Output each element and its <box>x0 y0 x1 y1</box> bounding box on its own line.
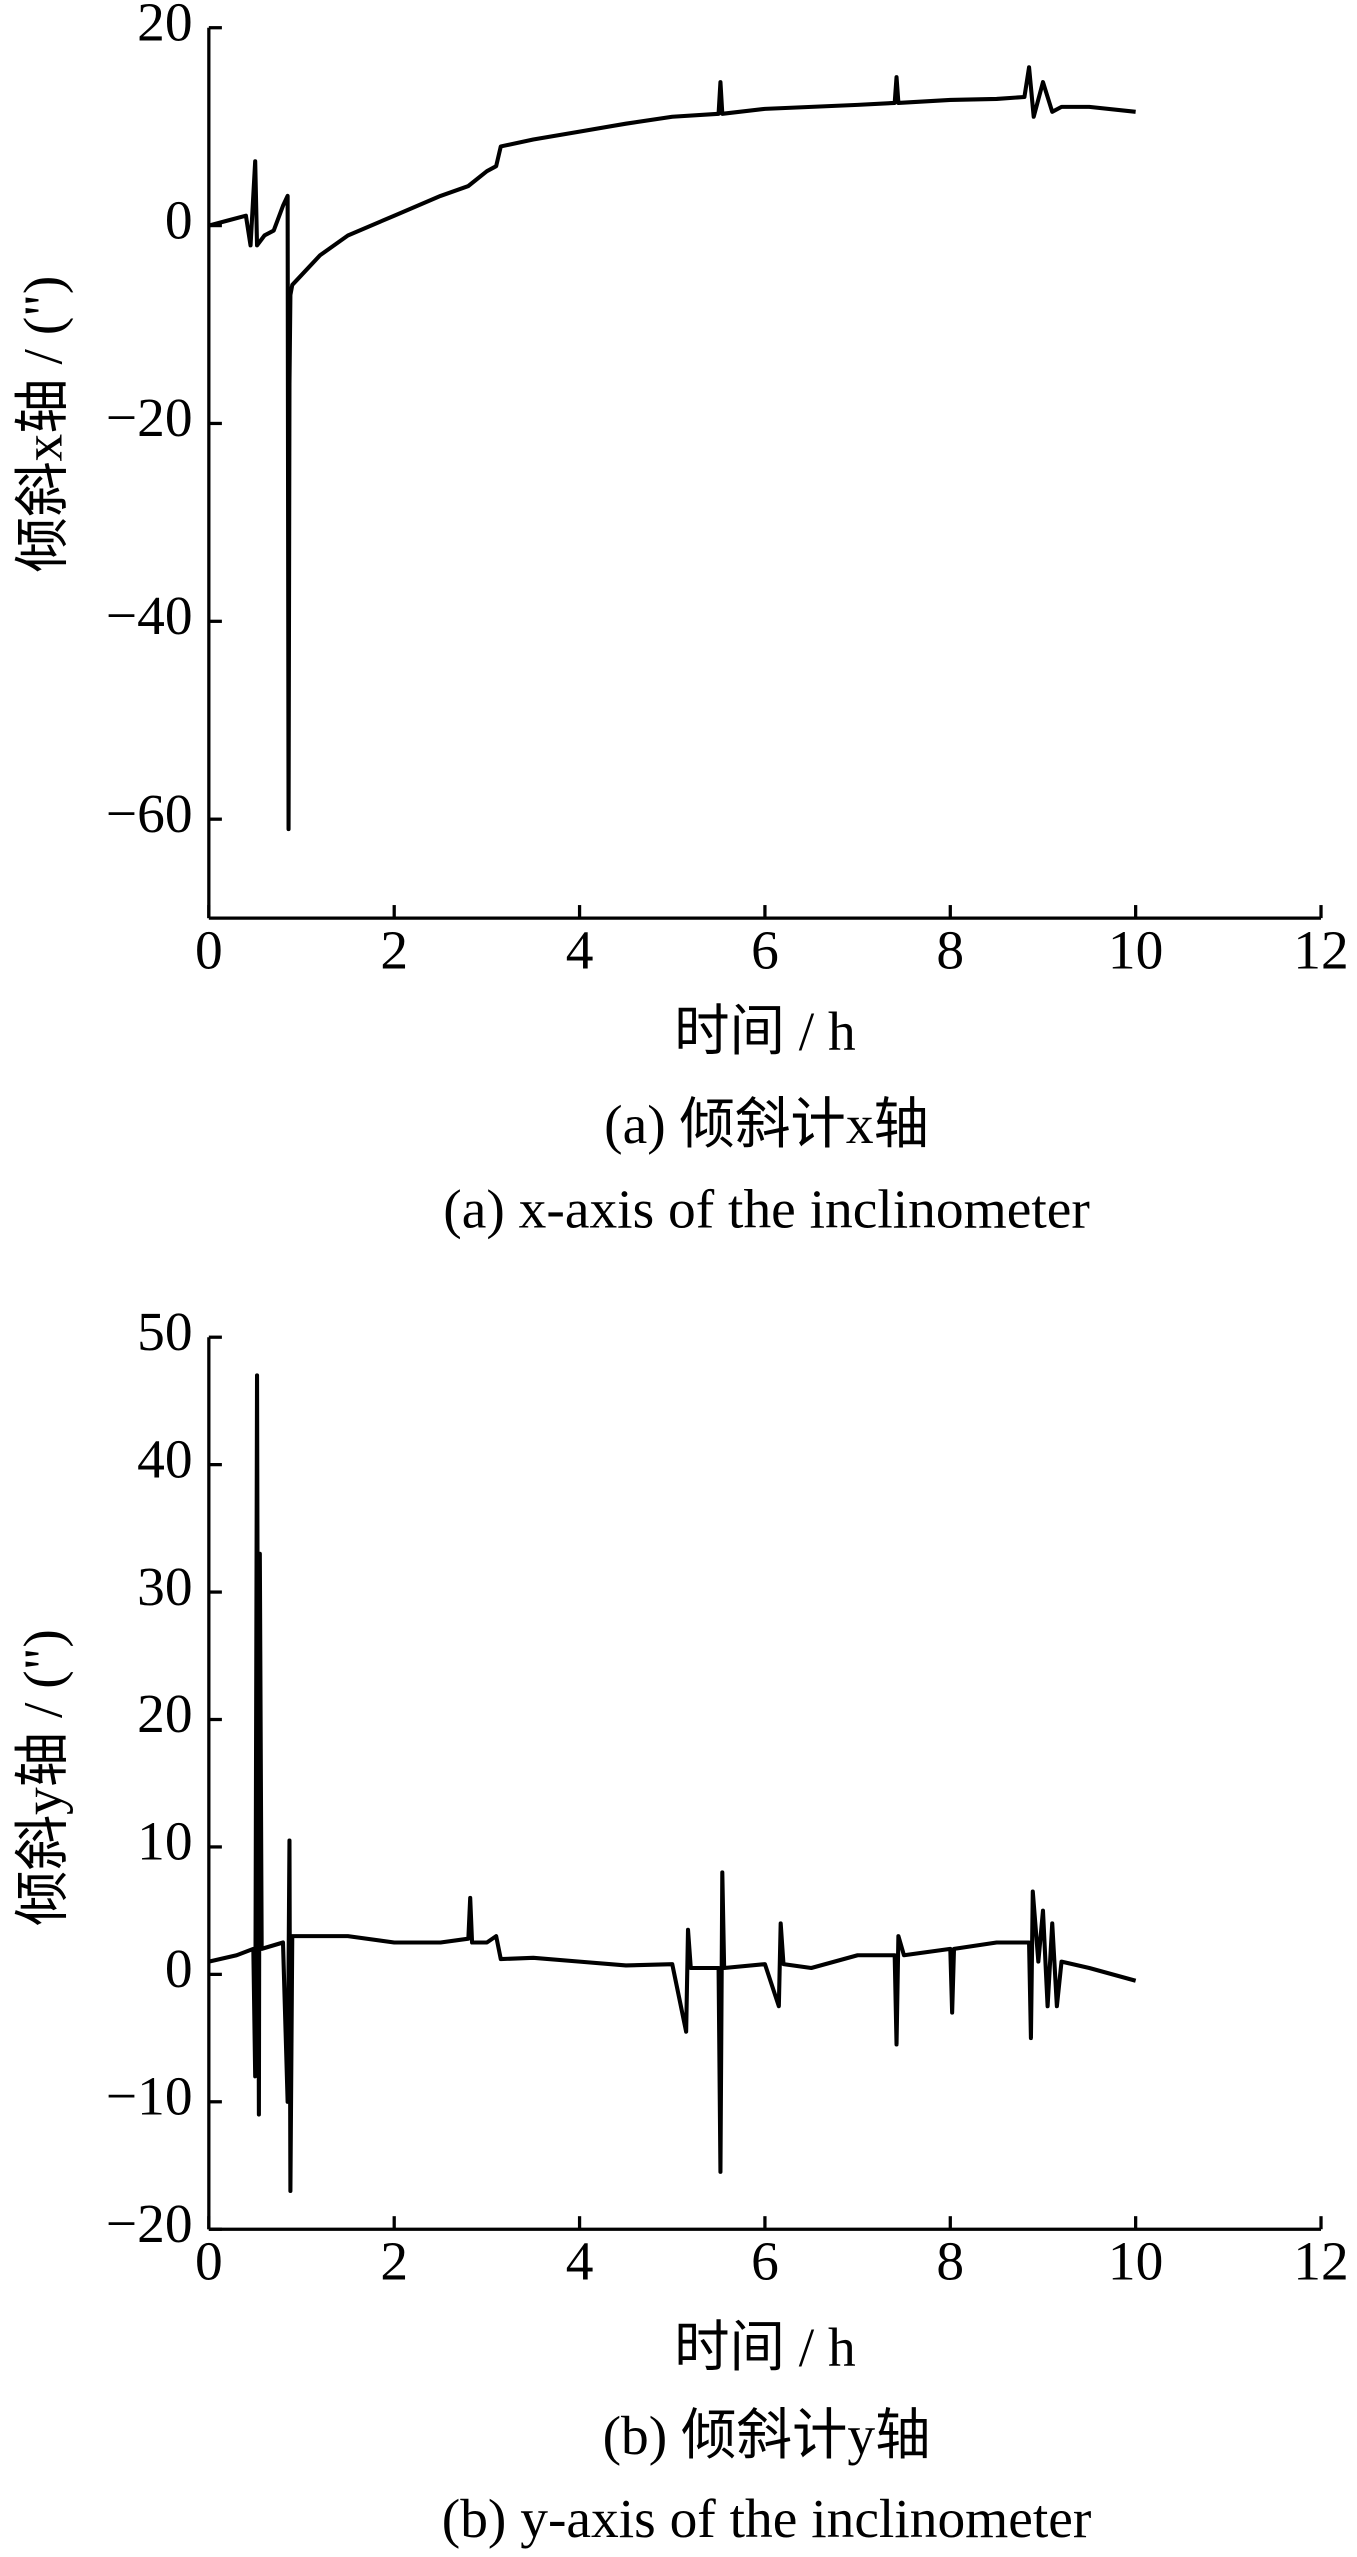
x-tick-label: 8 <box>936 919 964 980</box>
y-tick-label: −40 <box>106 585 193 646</box>
x-tick-label: 4 <box>566 2230 594 2291</box>
x-tick-label: 2 <box>380 919 408 980</box>
y-tick-label: 20 <box>137 1683 192 1744</box>
x-tick-label: 12 <box>1293 2230 1348 2291</box>
caption: (a) 倾斜计x轴 <box>604 1094 929 1155</box>
x-tick-label: 8 <box>936 2230 964 2291</box>
x-tick-label: 10 <box>1108 919 1163 980</box>
y-axis-label: 倾斜x轴 / (") <box>13 276 74 573</box>
y-tick-label: 30 <box>137 1556 192 1617</box>
y-tick-label: −20 <box>106 387 193 448</box>
y-tick-label: 0 <box>165 1938 193 1999</box>
caption-en: (b) y-axis of the inclinometer <box>442 2488 1092 2549</box>
x-tick-label: 0 <box>195 2230 223 2291</box>
x-tick-label: 10 <box>1108 2230 1163 2291</box>
y-tick-label: −20 <box>106 2193 193 2254</box>
x-axis-label: 时间 / h <box>674 1001 856 1062</box>
y-tick-label: 10 <box>137 1811 192 1872</box>
y-tick-label: −60 <box>106 783 193 844</box>
y-axis-label: 倾斜y轴 / (") <box>13 1629 74 1926</box>
x-tick-label: 12 <box>1293 919 1348 980</box>
y-tick-label: 50 <box>137 1301 192 1362</box>
y-tick-label: 40 <box>137 1428 192 1489</box>
x-tick-label: 6 <box>751 919 779 980</box>
y-tick-label: −10 <box>106 2066 193 2127</box>
data-line <box>208 65 1136 832</box>
x-axis-label: 时间 / h <box>674 2317 856 2378</box>
x-tick-label: 2 <box>380 2230 408 2291</box>
y-tick-label: 20 <box>137 0 192 52</box>
x-tick-label: 4 <box>566 919 594 980</box>
data-line <box>208 1373 1137 2194</box>
caption: (b) 倾斜计y轴 <box>603 2405 931 2466</box>
y-tick-label: 0 <box>165 189 193 250</box>
x-tick-label: 0 <box>195 919 223 980</box>
caption-en: (a) x-axis of the inclinometer <box>443 1179 1090 1240</box>
x-tick-label: 6 <box>751 2230 779 2291</box>
